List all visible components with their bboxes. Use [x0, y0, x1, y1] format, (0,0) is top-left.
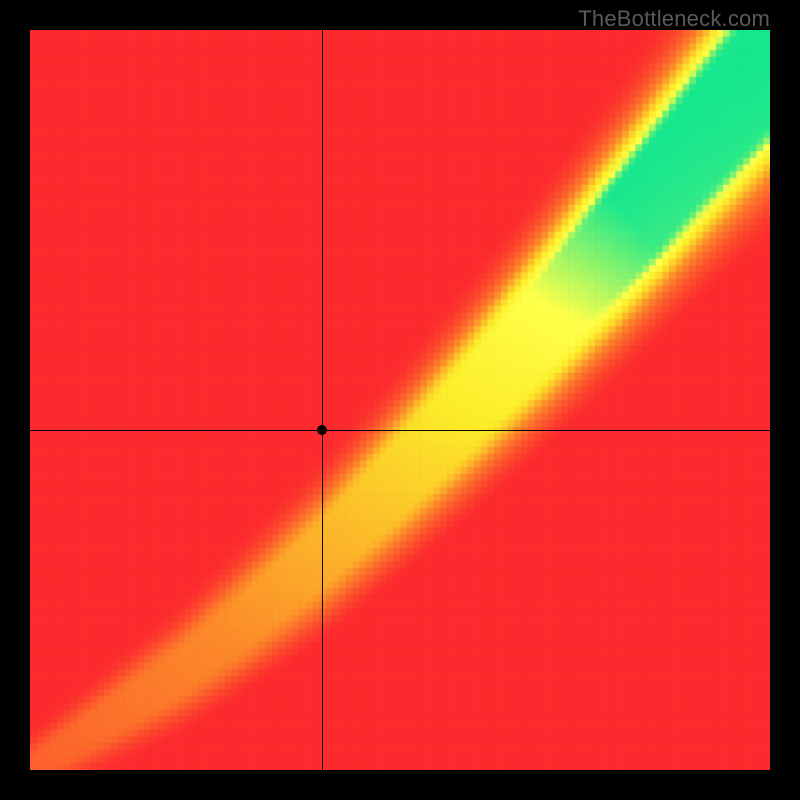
crosshair-marker-dot — [317, 425, 327, 435]
watermark-text: TheBottleneck.com — [578, 6, 770, 32]
crosshair-horizontal-line — [30, 430, 770, 431]
bottleneck-heatmap — [30, 30, 770, 770]
crosshair-vertical-line — [322, 30, 323, 770]
heatmap-canvas — [30, 30, 770, 770]
